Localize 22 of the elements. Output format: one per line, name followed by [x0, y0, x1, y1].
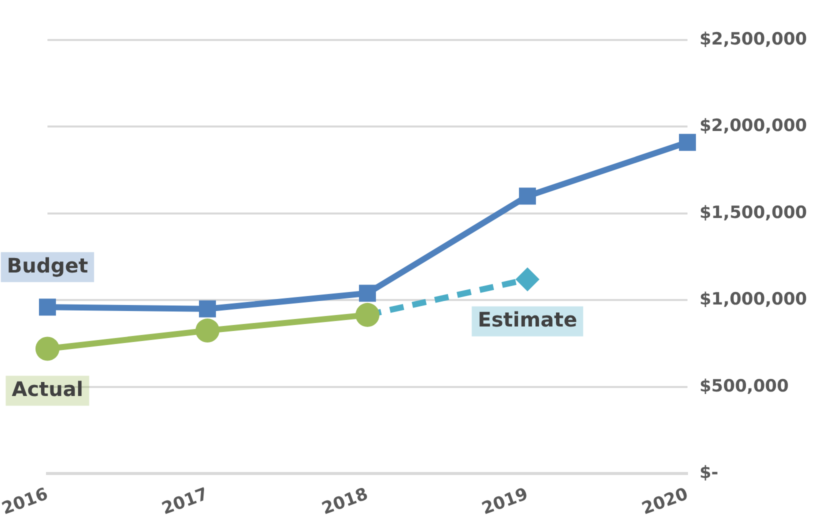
- point: [195, 318, 220, 343]
- point: [198, 300, 216, 318]
- y-tick-label: $1,000,000: [699, 290, 808, 310]
- point: [678, 134, 696, 151]
- point: [35, 336, 60, 361]
- x-tick-label: 2016: [0, 484, 51, 520]
- x-tick-label: 2020: [639, 484, 691, 520]
- series-label: Budget: [6, 253, 89, 278]
- y-tick-label: $-: [699, 463, 718, 484]
- point: [358, 284, 376, 302]
- y-tick-label: $1,500,000: [699, 202, 808, 223]
- point: [518, 188, 536, 205]
- y-tick-label: $2,500,000: [699, 29, 808, 50]
- series-label: Actual: [12, 376, 84, 401]
- point: [38, 298, 56, 316]
- point: [515, 267, 540, 292]
- x-tick-label: 2019: [479, 484, 531, 520]
- x-tick-label: 2017: [159, 484, 211, 520]
- x-tick-label: 2018: [319, 484, 371, 520]
- y-tick-label: $500,000: [699, 376, 789, 396]
- series-label: Estimate: [478, 308, 578, 332]
- y-tick-label: $2,000,000: [699, 116, 808, 136]
